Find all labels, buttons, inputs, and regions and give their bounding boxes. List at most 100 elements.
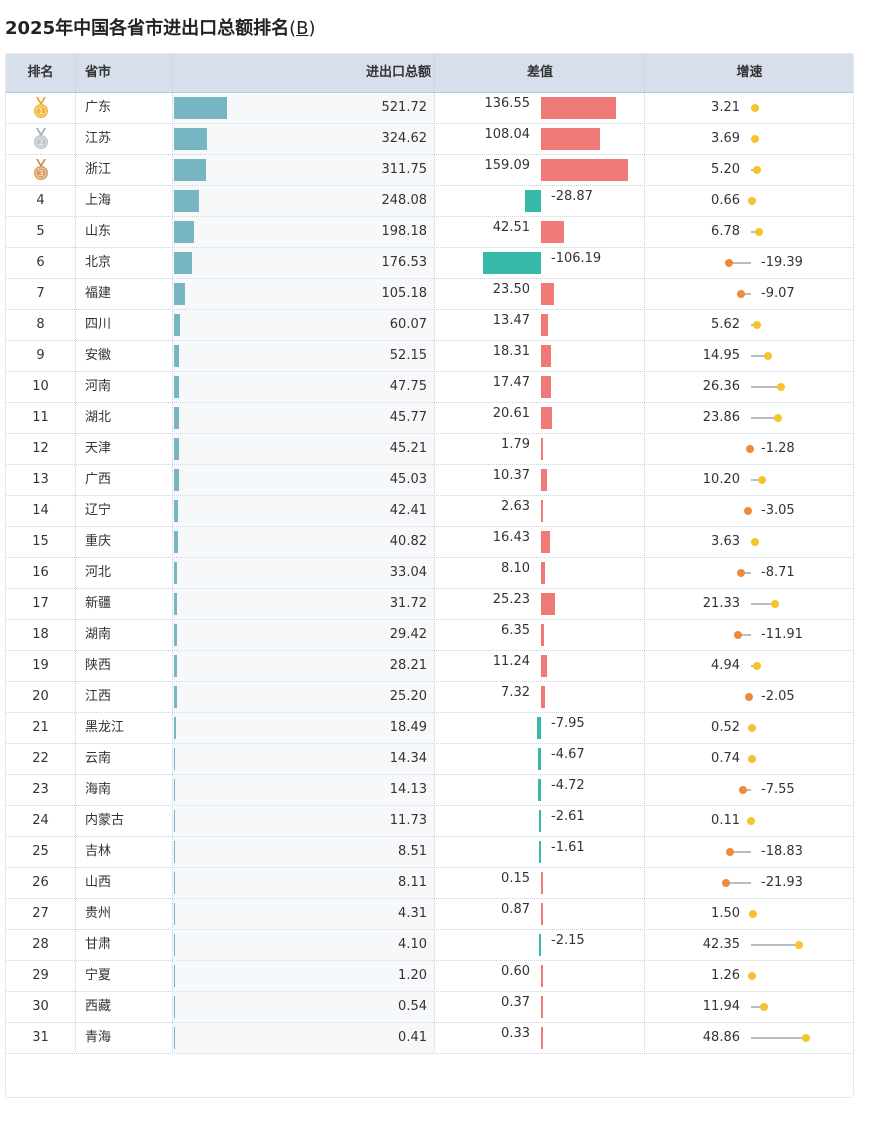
growth-value: 21.33 (702, 596, 740, 611)
header-province[interactable]: 省市 (85, 65, 112, 80)
total-cell-bg (173, 992, 434, 1022)
ranking-table: 排名 省市 进出口总额 差值 增速 11广东521.72136.553.2122… (5, 53, 854, 1098)
province-name: 黑龙江 (85, 720, 125, 735)
table-row[interactable]: 15 重庆 40.82 16.43 3.63 (6, 527, 853, 558)
total-bar (174, 903, 175, 925)
header-growth[interactable]: 增速 (736, 65, 763, 80)
province-name: 广东 (85, 100, 112, 115)
rank-cell: 9 (36, 348, 45, 363)
diff-value: -2.15 (551, 933, 585, 948)
growth-dot-down (743, 507, 752, 515)
table-row[interactable]: 25 吉林 8.51 -1.61 -18.83 (6, 837, 853, 868)
diff-value: -7.95 (551, 716, 585, 731)
growth-value: 11.94 (702, 999, 740, 1014)
table-row[interactable]: 19 陕西 28.21 11.24 4.94 (6, 651, 853, 682)
province-name: 海南 (85, 782, 112, 797)
total-cell-bg (173, 682, 434, 712)
growth-line (751, 944, 799, 946)
growth-dot-up (763, 352, 772, 360)
growth-value: 48.86 (702, 1030, 740, 1045)
province-name: 甘肃 (85, 937, 112, 952)
province-name: 西藏 (85, 999, 112, 1014)
total-value: 248.08 (381, 193, 428, 208)
table-row[interactable]: 4 上海 248.08 -28.87 0.66 (6, 186, 853, 217)
total-value: 4.31 (398, 906, 427, 921)
diff-bar-positive (541, 376, 551, 398)
table-row[interactable]: 16 河北 33.04 8.10 -8.71 (6, 558, 853, 589)
column-divider (434, 54, 435, 1052)
growth-line (751, 1006, 765, 1008)
growth-dot-up (747, 755, 756, 763)
total-value: 14.34 (389, 751, 427, 766)
header-diff[interactable]: 差值 (526, 65, 553, 80)
column-divider (75, 54, 76, 1052)
table-row[interactable]: 11 湖北 45.77 20.61 23.86 (6, 403, 853, 434)
diff-bar-negative (536, 717, 541, 739)
header-rank[interactable]: 排名 (27, 65, 54, 80)
table-row[interactable]: 20 江西 25.20 7.32 -2.05 (6, 682, 853, 713)
rank-cell: 4 (36, 193, 45, 208)
total-bar (174, 128, 207, 150)
silver-medal-icon: 2 (34, 128, 48, 149)
diff-bar-positive (541, 872, 543, 894)
rank-cell: 17 (32, 596, 49, 611)
table-row[interactable]: 26 山西 8.11 0.15 -21.93 (6, 868, 853, 899)
total-value: 47.75 (389, 379, 427, 394)
table-row[interactable]: 23 海南 14.13 -4.72 -7.55 (6, 775, 853, 806)
diff-bar-negative (482, 252, 541, 274)
table-row[interactable]: 14 辽宁 42.41 2.63 -3.05 (6, 496, 853, 527)
diff-value: 11.24 (492, 654, 530, 669)
growth-dot-down (737, 569, 746, 577)
table-row[interactable]: 24 内蒙古 11.73 -2.61 0.11 (6, 806, 853, 837)
page-title: 2025年中国各省市进出口总额排名(B) (5, 14, 316, 40)
table-row[interactable]: 28 甘肃 4.10 -2.15 42.35 (6, 930, 853, 961)
table-row[interactable]: 5 山东 198.18 42.51 6.78 (6, 217, 853, 248)
table-row[interactable]: 27 贵州 4.31 0.87 1.50 (6, 899, 853, 930)
table-row[interactable]: 21 黑龙江 18.49 -7.95 0.52 (6, 713, 853, 744)
table-row[interactable]: 29 宁夏 1.20 0.60 1.26 (6, 961, 853, 992)
medal-rank-number: 1 (38, 107, 43, 116)
total-value: 45.03 (389, 472, 427, 487)
province-name: 河南 (85, 379, 112, 394)
gold-medal-icon: 1 (34, 97, 48, 118)
province-name: 四川 (85, 317, 112, 332)
province-name: 上海 (85, 193, 112, 208)
rank-cell: 23 (32, 782, 49, 797)
total-value: 18.49 (389, 720, 427, 735)
table-row[interactable]: 31 青海 0.41 0.33 48.86 (6, 1023, 853, 1054)
growth-dot-up (747, 197, 756, 205)
total-cell-bg (173, 434, 434, 464)
table-row[interactable]: 30 西藏 0.54 0.37 11.94 (6, 992, 853, 1023)
unit-toggle-link[interactable]: B (296, 18, 309, 39)
table-row[interactable]: 7 福建 105.18 23.50 -9.07 (6, 279, 853, 310)
total-bar (174, 500, 179, 522)
growth-line (751, 417, 778, 419)
table-row[interactable]: 13 广西 45.03 10.37 10.20 (6, 465, 853, 496)
table-row[interactable]: 8 四川 60.07 13.47 5.62 (6, 310, 853, 341)
header-total[interactable]: 进出口总额 (365, 65, 431, 80)
growth-dot-up (747, 724, 756, 732)
total-bar (174, 779, 176, 801)
growth-dot-up (758, 476, 767, 484)
diff-value: 0.60 (501, 964, 530, 979)
diff-value: -4.67 (551, 747, 585, 762)
table-row[interactable]: 10 河南 47.75 17.47 26.36 (6, 372, 853, 403)
growth-dot-up (760, 1003, 769, 1011)
table-row[interactable]: 18 湖南 29.42 6.35 -11.91 (6, 620, 853, 651)
table-row[interactable]: 6 北京 176.53 -106.19 -19.39 (6, 248, 853, 279)
diff-bar-positive (541, 159, 628, 181)
growth-dot-up (752, 662, 761, 670)
diff-bar-positive (541, 221, 565, 243)
table-row[interactable]: 22 云南 14.34 -4.67 0.74 (6, 744, 853, 775)
table-row[interactable]: 9 安徽 52.15 18.31 14.95 (6, 341, 853, 372)
table-row[interactable]: 17 新疆 31.72 25.23 21.33 (6, 589, 853, 620)
table-row[interactable]: 12 天津 45.21 1.79 -1.28 (6, 434, 853, 465)
growth-dot-up (771, 600, 779, 608)
diff-value: 25.23 (492, 592, 530, 607)
total-value: 42.41 (389, 503, 427, 518)
total-value: 31.72 (389, 596, 427, 611)
total-cell-bg (173, 248, 434, 278)
